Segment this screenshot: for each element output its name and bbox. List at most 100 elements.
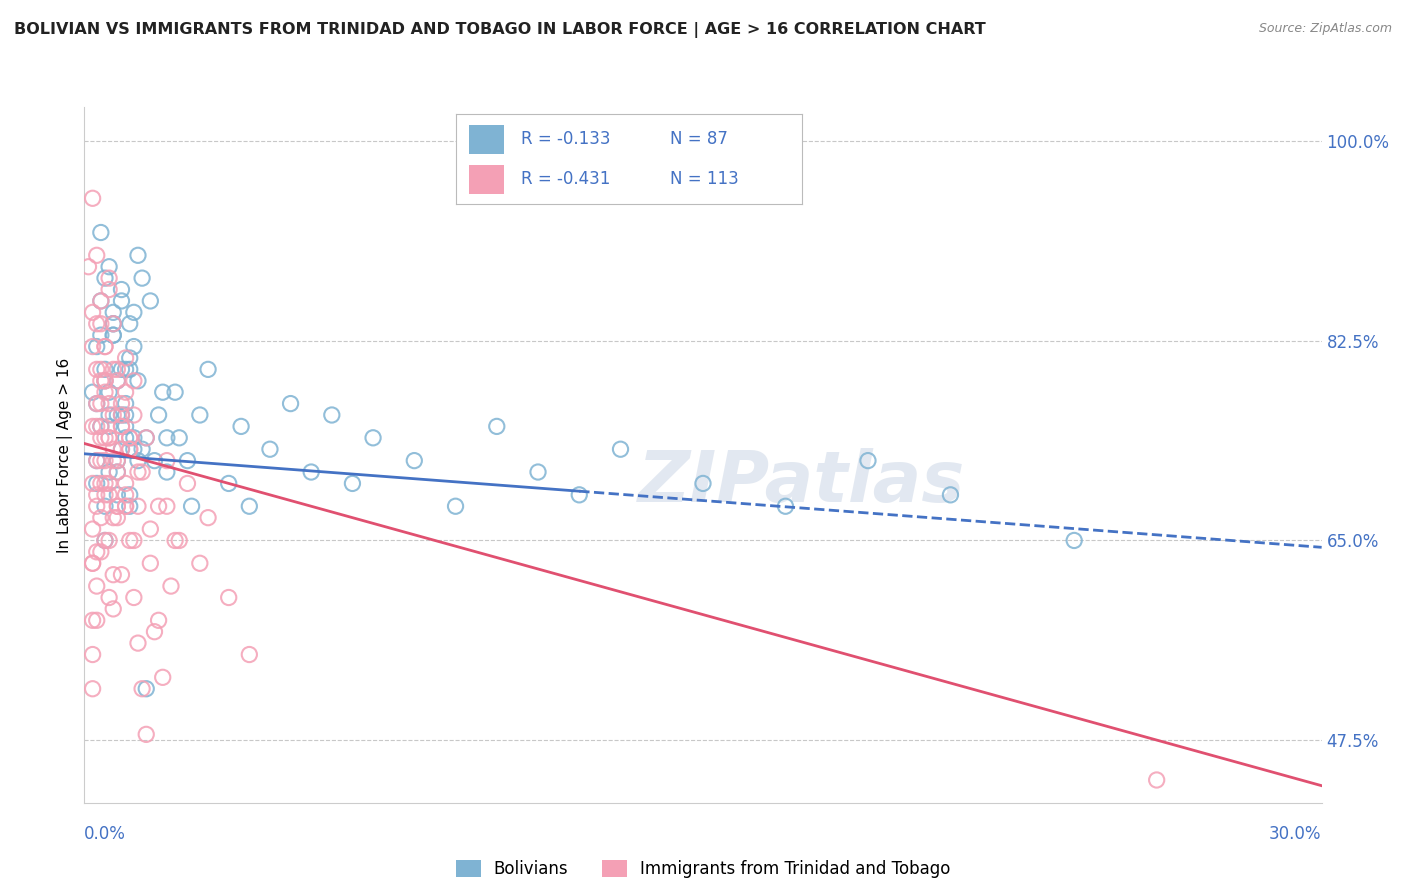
Point bbox=[90, 396, 112, 410]
Point bbox=[114, 385, 136, 400]
Point bbox=[86, 453, 108, 467]
Point bbox=[176, 476, 198, 491]
Point bbox=[118, 317, 141, 331]
Point bbox=[94, 533, 117, 548]
Point bbox=[110, 419, 132, 434]
Point bbox=[82, 340, 104, 354]
Point bbox=[188, 556, 211, 570]
Point bbox=[110, 362, 132, 376]
Point bbox=[105, 374, 128, 388]
Text: ZIPatlas: ZIPatlas bbox=[638, 449, 966, 517]
Point bbox=[122, 340, 145, 354]
Point bbox=[82, 613, 104, 627]
Point bbox=[94, 271, 117, 285]
Point bbox=[110, 442, 132, 457]
FancyBboxPatch shape bbox=[470, 125, 503, 153]
Legend: Bolivians, Immigrants from Trinidad and Tobago: Bolivians, Immigrants from Trinidad and … bbox=[449, 854, 957, 885]
Point bbox=[103, 453, 125, 467]
FancyBboxPatch shape bbox=[470, 165, 503, 194]
Point bbox=[90, 374, 112, 388]
Point bbox=[103, 328, 125, 343]
Point bbox=[103, 317, 125, 331]
Point bbox=[299, 465, 322, 479]
Point bbox=[135, 431, 157, 445]
Point bbox=[110, 396, 132, 410]
Point bbox=[90, 226, 112, 240]
Text: N = 113: N = 113 bbox=[671, 170, 740, 188]
Point bbox=[103, 602, 125, 616]
Point bbox=[238, 648, 260, 662]
Point bbox=[98, 591, 121, 605]
Point bbox=[90, 476, 112, 491]
Point bbox=[98, 533, 121, 548]
Point bbox=[105, 374, 128, 388]
Point bbox=[148, 613, 170, 627]
Point bbox=[568, 488, 591, 502]
Point bbox=[90, 328, 112, 343]
Point bbox=[122, 591, 145, 605]
Point bbox=[197, 362, 219, 376]
Point bbox=[122, 374, 145, 388]
Point bbox=[98, 260, 121, 274]
Point bbox=[94, 374, 117, 388]
Point bbox=[105, 510, 128, 524]
Point bbox=[77, 260, 100, 274]
Point bbox=[444, 500, 467, 514]
Point bbox=[82, 419, 104, 434]
Point bbox=[122, 305, 145, 319]
Text: R = -0.431: R = -0.431 bbox=[522, 170, 610, 188]
Point bbox=[609, 442, 631, 457]
Point bbox=[94, 488, 117, 502]
Point bbox=[86, 317, 108, 331]
Point bbox=[361, 431, 384, 445]
Point bbox=[122, 442, 145, 457]
Point bbox=[105, 500, 128, 514]
Point bbox=[105, 453, 128, 467]
Point bbox=[280, 396, 302, 410]
Point bbox=[105, 408, 128, 422]
Point bbox=[90, 545, 112, 559]
Point bbox=[165, 385, 187, 400]
Point bbox=[94, 453, 117, 467]
Point bbox=[218, 591, 240, 605]
Text: Source: ZipAtlas.com: Source: ZipAtlas.com bbox=[1258, 22, 1392, 36]
Point bbox=[692, 476, 714, 491]
Point bbox=[118, 431, 141, 445]
Point bbox=[103, 305, 125, 319]
Text: 30.0%: 30.0% bbox=[1270, 825, 1322, 843]
Point bbox=[176, 453, 198, 467]
Point bbox=[86, 579, 108, 593]
Point bbox=[131, 442, 153, 457]
Point bbox=[114, 351, 136, 365]
Point bbox=[86, 362, 108, 376]
Point bbox=[90, 293, 112, 308]
Point bbox=[82, 681, 104, 696]
Point bbox=[238, 500, 260, 514]
Text: N = 87: N = 87 bbox=[671, 130, 728, 148]
Point bbox=[82, 556, 104, 570]
Point bbox=[94, 476, 117, 491]
Point bbox=[94, 374, 117, 388]
Point bbox=[775, 500, 797, 514]
Point bbox=[167, 533, 190, 548]
Point bbox=[114, 476, 136, 491]
Point bbox=[114, 362, 136, 376]
Point bbox=[527, 465, 550, 479]
Point bbox=[127, 374, 149, 388]
Point bbox=[98, 396, 121, 410]
Point bbox=[105, 362, 128, 376]
Point bbox=[90, 293, 112, 308]
Point bbox=[86, 500, 108, 514]
Point bbox=[148, 500, 170, 514]
Point bbox=[118, 533, 141, 548]
Point bbox=[90, 453, 112, 467]
Point bbox=[98, 385, 121, 400]
Point bbox=[86, 396, 108, 410]
Text: BOLIVIAN VS IMMIGRANTS FROM TRINIDAD AND TOBAGO IN LABOR FORCE | AGE > 16 CORREL: BOLIVIAN VS IMMIGRANTS FROM TRINIDAD AND… bbox=[14, 22, 986, 38]
Point bbox=[139, 293, 162, 308]
Text: R = -0.133: R = -0.133 bbox=[522, 130, 610, 148]
Point bbox=[86, 419, 108, 434]
Point bbox=[143, 624, 166, 639]
Point bbox=[90, 510, 112, 524]
Point bbox=[118, 362, 141, 376]
